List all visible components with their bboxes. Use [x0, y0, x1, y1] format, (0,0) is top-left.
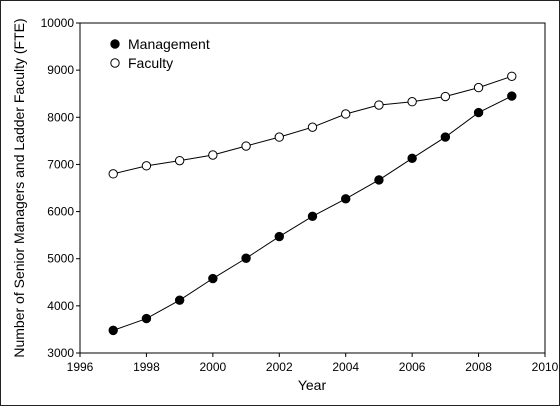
management-data-point	[507, 91, 517, 101]
y-tick-label: 3000	[47, 346, 74, 360]
x-tick-label: 2010	[532, 360, 559, 374]
management-data-point	[241, 253, 251, 263]
faculty-data-point	[274, 132, 284, 142]
management-data-point	[274, 231, 284, 242]
x-tick-label: 1996	[67, 360, 94, 374]
faculty-data-point	[108, 169, 118, 179]
y-tick-label: 7000	[47, 157, 74, 171]
series-layer	[108, 71, 517, 336]
y-tick-label: 10000	[41, 16, 75, 30]
x-tick-label: 2002	[266, 360, 293, 374]
faculty-data-point	[307, 122, 318, 132]
y-tick-label: 6000	[47, 205, 74, 219]
faculty-data-point	[507, 71, 517, 81]
management-data-point	[208, 273, 218, 284]
x-tick-label: 2006	[399, 360, 426, 374]
faculty-data-point	[440, 91, 451, 102]
legend-label-faculty: Faculty	[128, 55, 173, 71]
management-data-point	[407, 153, 417, 164]
management-data-point	[440, 132, 451, 142]
management-data-point	[174, 295, 185, 305]
x-tick-label: 2000	[200, 360, 227, 374]
x-tick-label: 2004	[332, 360, 359, 374]
y-tick-label: 4000	[47, 299, 74, 313]
legend-marker-faculty	[110, 58, 120, 68]
management-data-point	[473, 107, 484, 118]
faculty-data-point	[473, 82, 484, 93]
legend: Management Faculty	[110, 36, 210, 71]
faculty-data-point	[341, 109, 351, 119]
axes: 1996 1998 2000 2002 2004 2006 2008 2010 3000 4000…	[41, 16, 559, 374]
legend-marker-management	[110, 39, 120, 49]
x-tick-label: 2008	[465, 360, 492, 374]
legend-label-management: Management	[128, 36, 210, 52]
y-tick-label: 5000	[47, 252, 74, 266]
y-axis-label: Number of Senior Managers and Ladder Fac…	[11, 18, 27, 357]
management-data-point	[341, 194, 351, 204]
faculty-data-point	[174, 155, 185, 166]
management-data-point	[307, 211, 318, 221]
faculty-data-point	[141, 161, 152, 171]
faculty-data-point	[208, 150, 218, 160]
management-data-point	[141, 313, 152, 324]
faculty-data-point	[407, 97, 417, 107]
y-tick-label: 9000	[47, 63, 74, 77]
management-data-point	[108, 325, 118, 336]
y-tick-label: 8000	[47, 110, 74, 124]
management-data-point	[374, 175, 384, 185]
faculty-data-point	[374, 100, 384, 110]
faculty-data-point	[241, 141, 251, 151]
x-tick-label: 1998	[133, 360, 160, 374]
x-axis-label: Year	[298, 377, 327, 393]
plot-area-border	[79, 22, 546, 354]
